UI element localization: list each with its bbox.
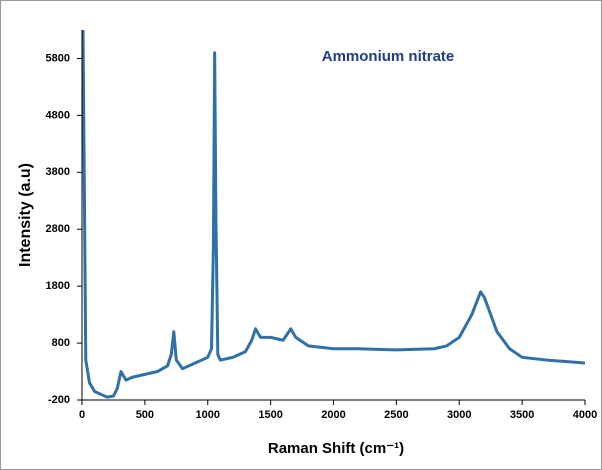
y-tick-label: 1800: [46, 280, 70, 292]
y-axis-label: Intensity (a.u): [17, 163, 34, 267]
y-tick-label: 4800: [46, 109, 70, 121]
x-tick-label: 3500: [510, 409, 534, 421]
y-tick-label: 800: [52, 337, 70, 349]
x-tick-label: 2500: [384, 409, 408, 421]
x-tick-label: 2000: [321, 409, 345, 421]
x-tick-label: 0: [79, 409, 85, 421]
x-axis-label: Raman Shift (cm⁻¹): [268, 440, 404, 457]
y-tick-label: -200: [48, 394, 70, 406]
x-tick-label: 500: [136, 409, 154, 421]
y-tick-label: 3800: [46, 166, 70, 178]
annotation: Ammonium nitrate: [322, 48, 455, 65]
y-tick-label: 2800: [46, 223, 70, 235]
x-tick-label: 3000: [447, 409, 471, 421]
y-tick-label: 5800: [46, 52, 70, 64]
spectrum-line: [82, 30, 585, 399]
x-tick-label: 1000: [196, 409, 220, 421]
x-tick-label: 4000: [573, 409, 597, 421]
x-tick-label: 1500: [258, 409, 282, 421]
